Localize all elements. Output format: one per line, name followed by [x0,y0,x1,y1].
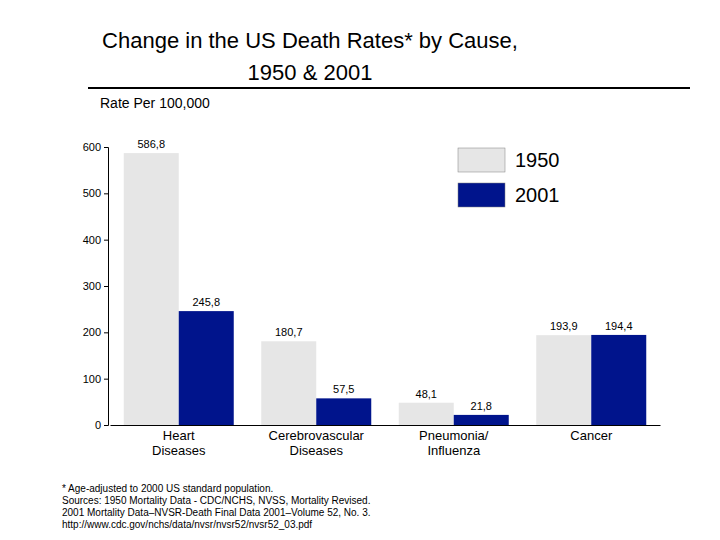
legend: 1950 2001 [458,148,560,207]
x-tick: Pneumonia/Influenza [419,425,489,458]
x-tick-label-line: Pneumonia/ [419,428,489,443]
legend-item: 1950 [458,148,560,172]
x-tick-label-line: Cerebrovascular [269,428,365,443]
legend-swatch [458,148,505,172]
data-label: 21,8 [471,400,492,412]
y-tick-mark [104,379,108,380]
title-line: 1950 & 2001 [248,60,373,85]
y-tick-mark [104,332,108,333]
x-tick: CerebrovascularDiseases [269,425,365,458]
y-tick-mark [104,286,108,287]
note: * Age-adjusted to 2000 US standard popul… [62,483,273,494]
y-tick: 0 [95,419,108,431]
x-tick-label-line: Diseases [290,443,344,458]
chart: Change in the US Death Rates* by Cause, 1… [0,0,720,540]
x-axis-line [111,425,661,426]
y-tick-label: 0 [95,419,101,431]
note: Sources: 1950 Mortality Data - CDC/NCHS,… [62,495,370,506]
y-tick-label: 100 [83,373,101,385]
y-tick: 600 [83,141,108,153]
y-axis: 0 100 200 300 400 500 600 [83,141,109,431]
data-label: 57,5 [333,383,354,395]
x-tick-label: HeartDiseases [152,428,206,458]
title-rule [88,87,690,89]
y-tick: 300 [83,280,108,292]
data-label: 586,8 [137,138,165,150]
bars [124,153,647,425]
data-label: 193,9 [550,320,578,332]
legend-label: 1950 [515,149,560,171]
x-axis: HeartDiseasesCerebrovascularDiseasesPneu… [111,425,661,458]
background [0,0,720,540]
x-tick-label: Pneumonia/Influenza [419,428,489,458]
y-axis-title: Rate Per 100,000 [100,95,210,111]
x-tick-label-line: Heart [163,428,195,443]
x-tick: Cancer [570,425,613,443]
y-tick-label: 600 [83,141,101,153]
y-tick-label: 500 [83,187,101,199]
note: http://www.cdc.gov/nchs/data/nvsr/nvsr52… [62,519,312,530]
y-tick-label: 200 [83,326,101,338]
bar [399,403,454,425]
notes: * Age-adjusted to 2000 US standard popul… [62,483,371,530]
bar [179,311,234,425]
legend-swatch [458,183,505,207]
y-tick: 400 [83,234,108,246]
x-tick-label-line: Diseases [152,443,206,458]
data-label: 194,4 [605,320,633,332]
series-1 [179,311,647,425]
data-label: 180,7 [275,326,303,338]
y-axis-line [104,148,109,426]
bar [316,398,371,425]
y-tick: 500 [83,187,108,199]
y-tick: 200 [83,326,108,338]
x-tick-label-line: Influenza [427,443,481,458]
bar [261,341,316,425]
data-label: 245,8 [192,296,220,308]
x-tick-label: Cancer [570,428,613,443]
bar [454,415,509,425]
y-tick-mark [104,193,108,194]
y-tick-label: 400 [83,234,101,246]
legend-label: 2001 [515,184,560,206]
title-line: Change in the US Death Rates* by Cause, [102,28,518,53]
y-tick-mark [104,425,108,426]
y-tick-mark [104,147,108,148]
bar [124,153,179,425]
bar [536,335,591,425]
y-tick-label: 300 [83,280,101,292]
y-tick: 100 [83,373,108,385]
series-0 [124,153,592,425]
data-label: 48,1 [416,388,437,400]
title: Change in the US Death Rates* by Cause, 1… [102,28,518,85]
x-tick-label-line: Cancer [570,428,613,443]
bar [591,335,646,425]
data-labels: 586,8 180,7 48,1 193,9 245,8 57,5 21,8 194,4 [137,138,632,412]
y-tick-mark [104,240,108,241]
x-tick-label: CerebrovascularDiseases [269,428,365,458]
note: 2001 Mortality Data–NVSR-Death Final Dat… [62,507,371,518]
legend-item: 2001 [458,183,560,207]
x-tick: HeartDiseases [152,425,206,458]
